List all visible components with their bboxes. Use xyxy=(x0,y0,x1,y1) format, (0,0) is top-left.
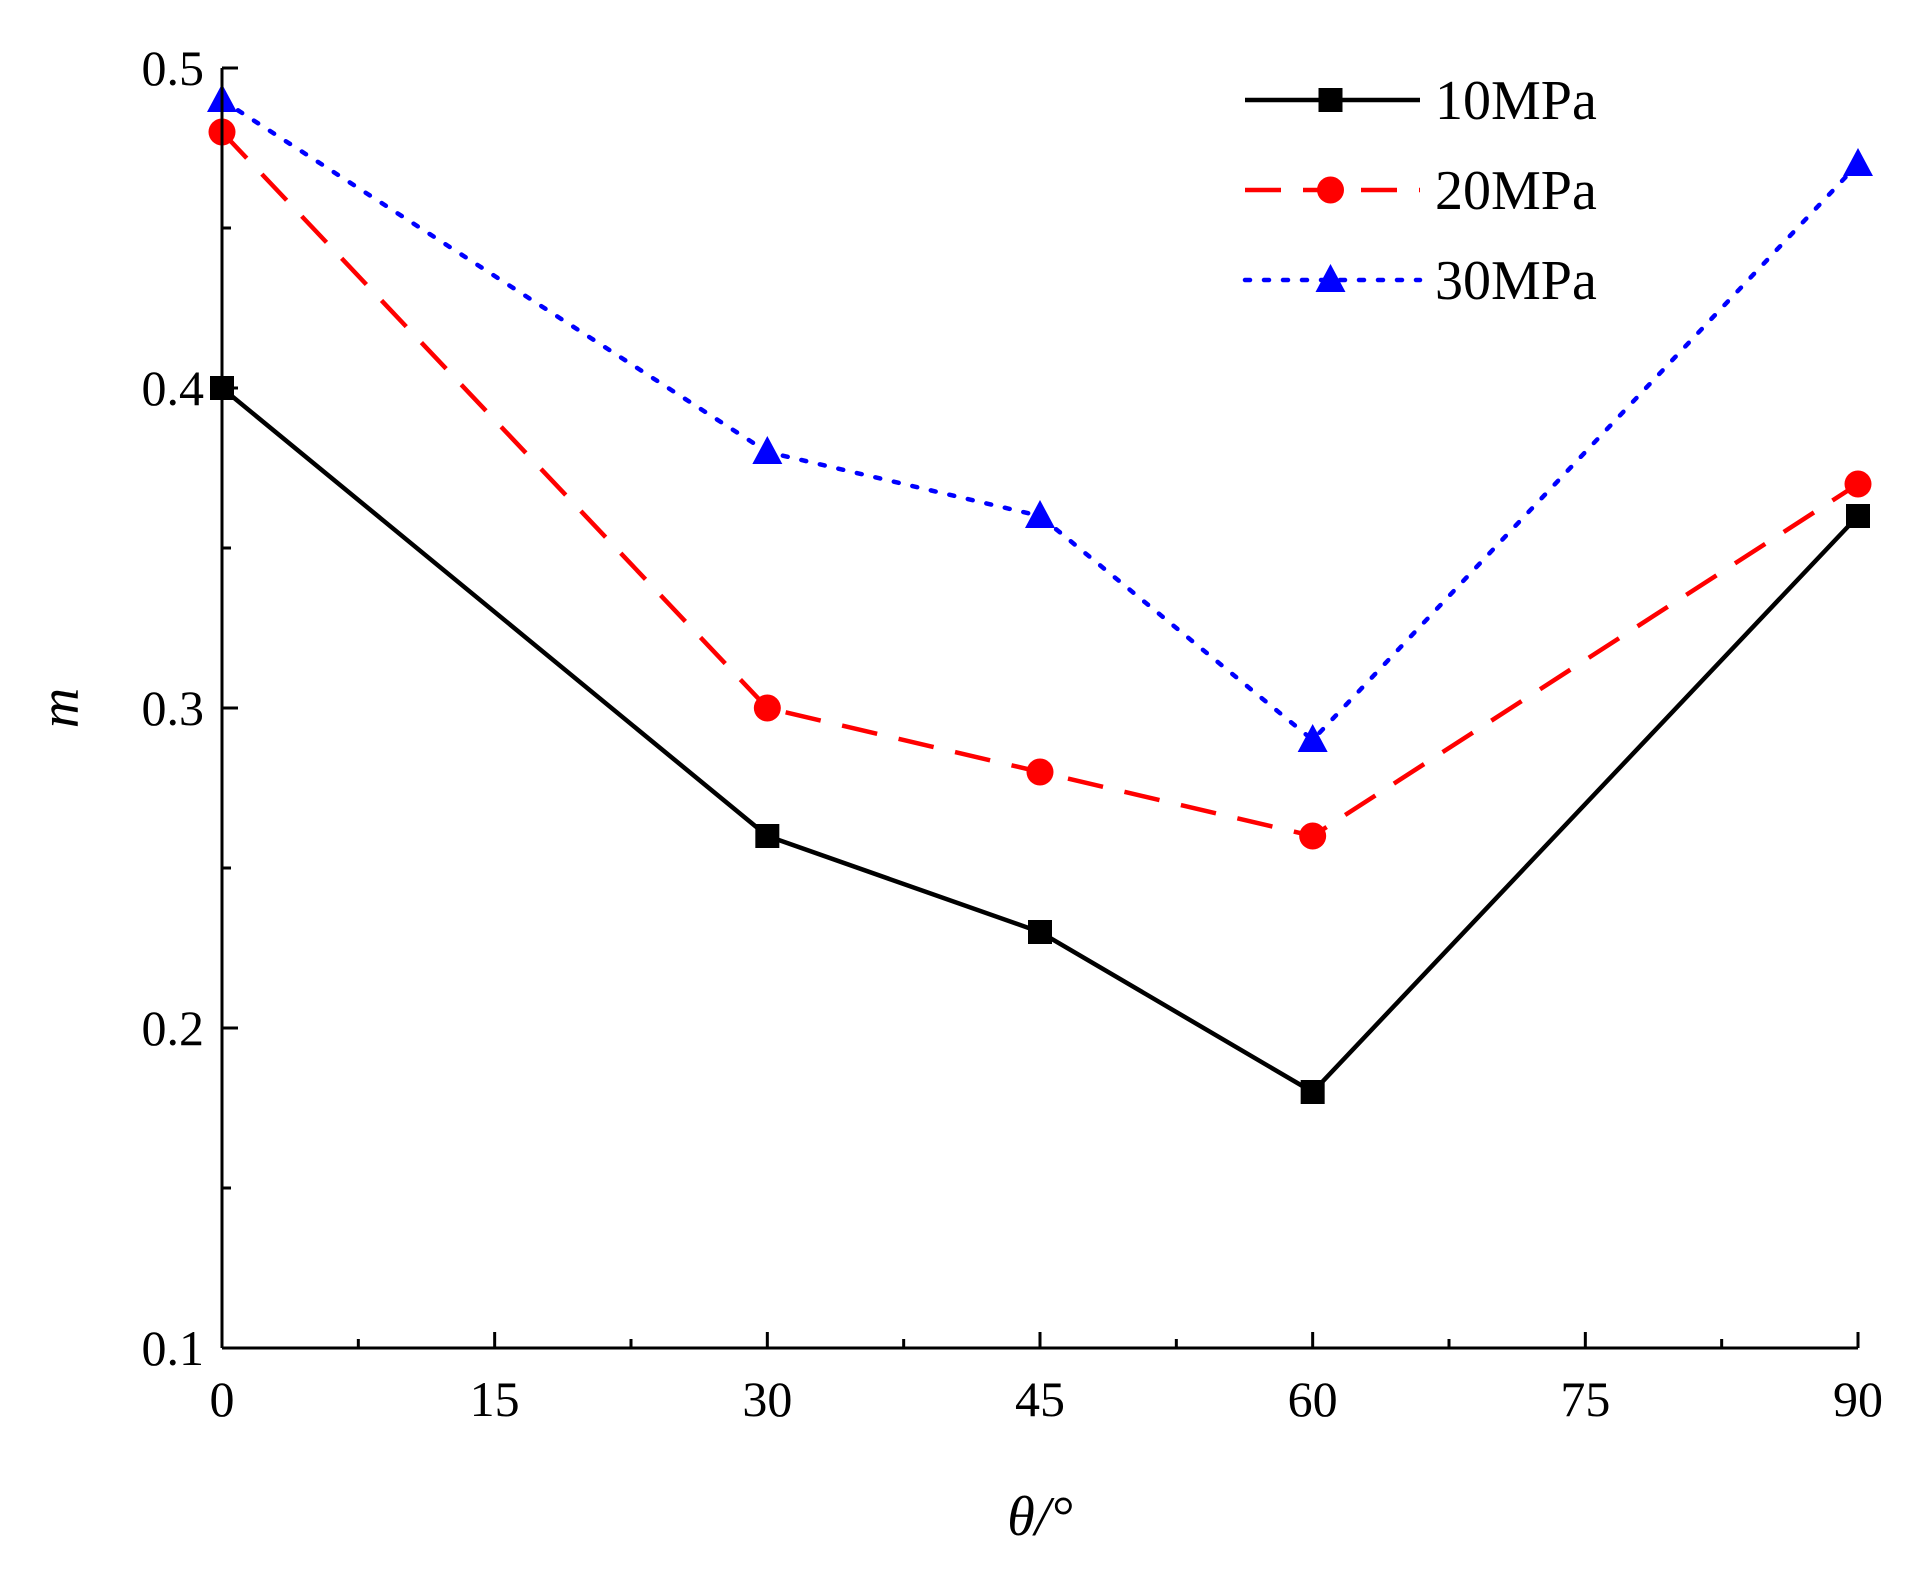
x-tick-label-0: 0 xyxy=(210,1371,235,1427)
legend: 10MPa 20MPa 30MPa xyxy=(1242,70,1597,312)
y-tick-label-0.5: 0.5 xyxy=(142,40,205,96)
y-tick-label-0.3: 0.3 xyxy=(142,680,205,736)
y-tick-label-0.4: 0.4 xyxy=(142,360,205,416)
y-tick-label-0.2: 0.2 xyxy=(142,1000,205,1056)
data-point-10MPa-45 xyxy=(1028,920,1052,944)
data-point-20MPa-30 xyxy=(753,694,781,722)
legend-marker-20MPa xyxy=(1317,176,1344,204)
legend-label-20MPa: 20MPa xyxy=(1435,160,1597,222)
plot-markers xyxy=(207,84,1873,1104)
data-point-30MPa-60 xyxy=(1297,724,1328,752)
series-line-20MPa xyxy=(220,130,1860,839)
data-point-20MPa-60 xyxy=(1299,822,1327,850)
data-point-30MPa-90 xyxy=(1843,148,1873,176)
series-line-10MPa xyxy=(220,386,1860,1095)
x-tick-label-15: 15 xyxy=(470,1371,520,1427)
x-tick-label-45: 45 xyxy=(1015,1371,1065,1427)
x-tick-label-60: 60 xyxy=(1288,1371,1338,1427)
data-point-30MPa-45 xyxy=(1025,500,1055,528)
x-axis-title: θ/° xyxy=(1007,1486,1072,1548)
data-point-20MPa-90 xyxy=(1844,470,1872,498)
legend-marker-10MPa xyxy=(1318,88,1343,112)
data-point-10MPa-60 xyxy=(1300,1080,1325,1104)
data-point-30MPa-30 xyxy=(752,436,783,464)
y-tick-label-0.1: 0.1 xyxy=(142,1320,205,1376)
legend-label-10MPa: 10MPa xyxy=(1435,70,1597,132)
axes: 0 15 30 45 60 75 90 0.1 0.2 0.3 0.4 0.5 xyxy=(142,40,1884,1427)
x-tick-label-30: 30 xyxy=(742,1371,792,1427)
x-tick-label-90: 90 xyxy=(1833,1371,1883,1427)
x-tick-label-75: 75 xyxy=(1560,1371,1610,1427)
y-axis-title: m xyxy=(29,688,91,728)
legend-label-30MPa: 30MPa xyxy=(1435,250,1597,312)
legend-marker-30MPa xyxy=(1315,264,1346,292)
data-point-20MPa-45 xyxy=(1026,758,1054,786)
data-point-10MPa-90 xyxy=(1846,504,1870,528)
data-point-10MPa-30 xyxy=(755,824,780,848)
